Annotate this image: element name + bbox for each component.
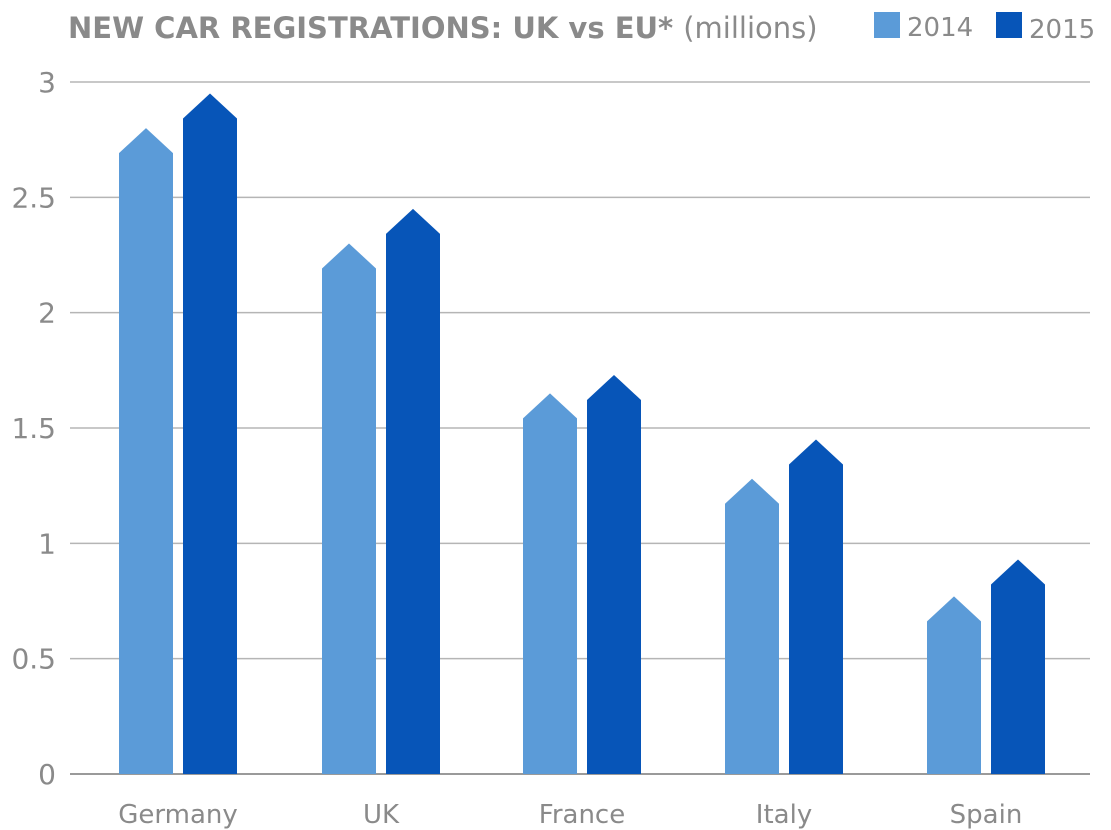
y-tick-label: 0 <box>38 758 56 791</box>
bar-uk-2014 <box>322 243 376 774</box>
bar-france-2014 <box>523 393 577 774</box>
y-axis-ticks: 0 0.5 1 1.5 2 2.5 3 <box>11 66 56 791</box>
y-tick-label: 2.5 <box>11 181 56 214</box>
x-category-label: Germany <box>118 800 238 830</box>
y-tick-label: 2 <box>38 297 56 330</box>
chart-subtitle: (millions) <box>683 11 817 45</box>
legend: 2014 2015 <box>874 12 1095 45</box>
bar-france-2015 <box>587 374 641 774</box>
legend-swatch-2015 <box>996 12 1022 38</box>
y-tick-label: 0.5 <box>11 643 56 676</box>
bar-spain-2014 <box>927 596 981 774</box>
chart-title: NEW CAR REGISTRATIONS: UK vs EU* <box>68 11 673 45</box>
bar-italy-2015 <box>789 439 843 774</box>
x-category-label: UK <box>363 800 400 830</box>
legend-swatch-2014 <box>874 12 900 38</box>
legend-label-2014: 2014 <box>907 13 973 43</box>
gridlines <box>70 81 1090 775</box>
bar-germany-2015 <box>183 93 237 775</box>
chart-title-line: NEW CAR REGISTRATIONS: UK vs EU* (million… <box>68 11 818 45</box>
y-tick-label: 3 <box>38 66 56 99</box>
y-tick-label: 1 <box>38 527 56 560</box>
x-category-label: France <box>539 800 625 830</box>
bar-germany-2014 <box>119 128 173 775</box>
x-category-label: Italy <box>756 800 812 830</box>
bar-italy-2014 <box>725 478 779 774</box>
bar-uk-2015 <box>386 208 440 774</box>
y-tick-label: 1.5 <box>11 412 56 445</box>
legend-label-2015: 2015 <box>1029 15 1095 45</box>
bar-spain-2015 <box>991 559 1045 774</box>
x-category-label: Spain <box>950 800 1023 830</box>
bars <box>119 93 1045 775</box>
x-axis-categories: Germany UK France Italy Spain <box>118 800 1022 830</box>
